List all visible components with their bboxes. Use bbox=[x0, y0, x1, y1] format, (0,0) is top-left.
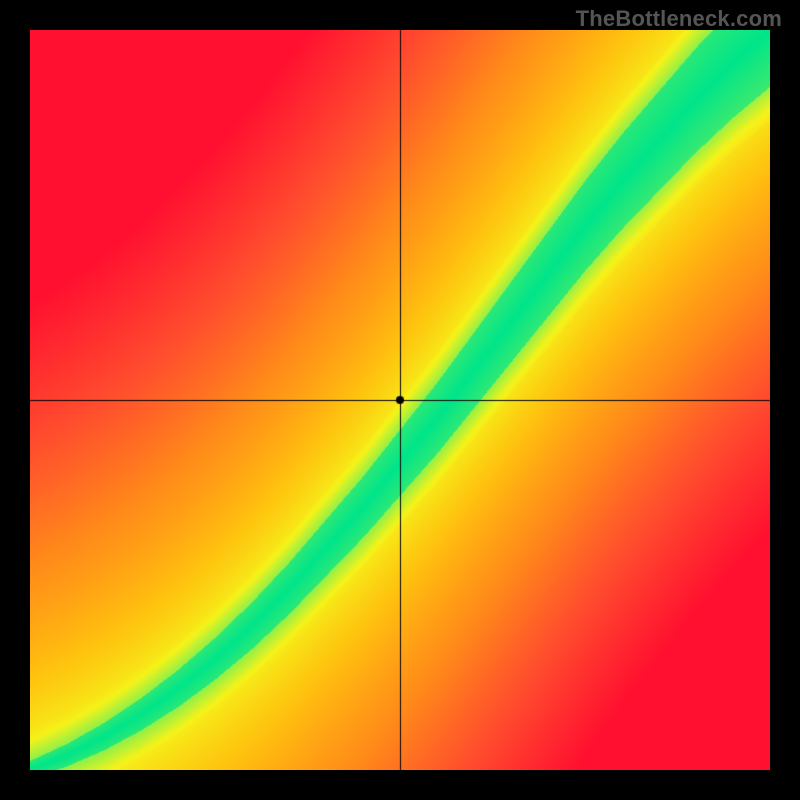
chart-container: TheBottleneck.com bbox=[0, 0, 800, 800]
crosshair-overlay bbox=[30, 30, 770, 770]
watermark-text: TheBottleneck.com bbox=[576, 6, 782, 32]
